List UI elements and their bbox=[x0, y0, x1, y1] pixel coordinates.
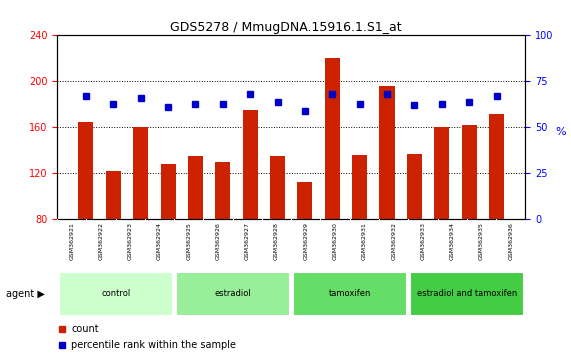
Text: GSM362934: GSM362934 bbox=[449, 222, 455, 260]
Y-axis label: %: % bbox=[555, 127, 566, 137]
Text: estradiol: estradiol bbox=[214, 289, 251, 298]
Text: GSM362936: GSM362936 bbox=[508, 222, 513, 260]
Text: GSM362929: GSM362929 bbox=[303, 222, 308, 260]
Text: GSM362931: GSM362931 bbox=[362, 222, 367, 260]
FancyBboxPatch shape bbox=[176, 272, 289, 316]
Bar bbox=[434, 127, 449, 219]
Bar bbox=[461, 125, 477, 219]
Text: GSM362922: GSM362922 bbox=[98, 222, 103, 260]
Bar bbox=[325, 58, 340, 219]
Text: GSM362926: GSM362926 bbox=[215, 222, 220, 260]
Bar bbox=[160, 164, 175, 219]
Bar bbox=[407, 154, 422, 219]
Bar bbox=[270, 156, 285, 219]
Text: count: count bbox=[71, 324, 99, 334]
Bar bbox=[352, 155, 367, 219]
Bar bbox=[243, 110, 258, 219]
Text: GSM362928: GSM362928 bbox=[274, 222, 279, 260]
Text: percentile rank within the sample: percentile rank within the sample bbox=[71, 340, 236, 350]
Text: GSM362921: GSM362921 bbox=[69, 222, 74, 260]
Text: GSM362930: GSM362930 bbox=[332, 222, 337, 260]
Bar bbox=[106, 171, 121, 219]
Text: GDS5278 / MmugDNA.15916.1.S1_at: GDS5278 / MmugDNA.15916.1.S1_at bbox=[170, 21, 401, 34]
Text: tamoxifen: tamoxifen bbox=[328, 289, 371, 298]
FancyBboxPatch shape bbox=[410, 272, 524, 316]
Text: estradiol and tamoxifen: estradiol and tamoxifen bbox=[417, 289, 517, 298]
Text: control: control bbox=[101, 289, 130, 298]
FancyBboxPatch shape bbox=[59, 272, 172, 316]
Text: GSM362933: GSM362933 bbox=[420, 222, 425, 260]
Bar bbox=[78, 122, 94, 219]
Bar bbox=[297, 182, 312, 219]
Text: GSM362932: GSM362932 bbox=[391, 222, 396, 260]
Text: agent ▶: agent ▶ bbox=[6, 289, 45, 299]
Bar bbox=[188, 156, 203, 219]
Text: GSM362935: GSM362935 bbox=[479, 222, 484, 260]
Bar bbox=[133, 127, 148, 219]
Bar bbox=[215, 162, 230, 219]
Text: GSM362923: GSM362923 bbox=[128, 222, 133, 260]
Bar bbox=[380, 86, 395, 219]
Text: GSM362927: GSM362927 bbox=[245, 222, 250, 260]
Text: GSM362925: GSM362925 bbox=[186, 222, 191, 260]
Text: GSM362924: GSM362924 bbox=[157, 222, 162, 260]
Bar bbox=[489, 114, 504, 219]
FancyBboxPatch shape bbox=[293, 272, 407, 316]
